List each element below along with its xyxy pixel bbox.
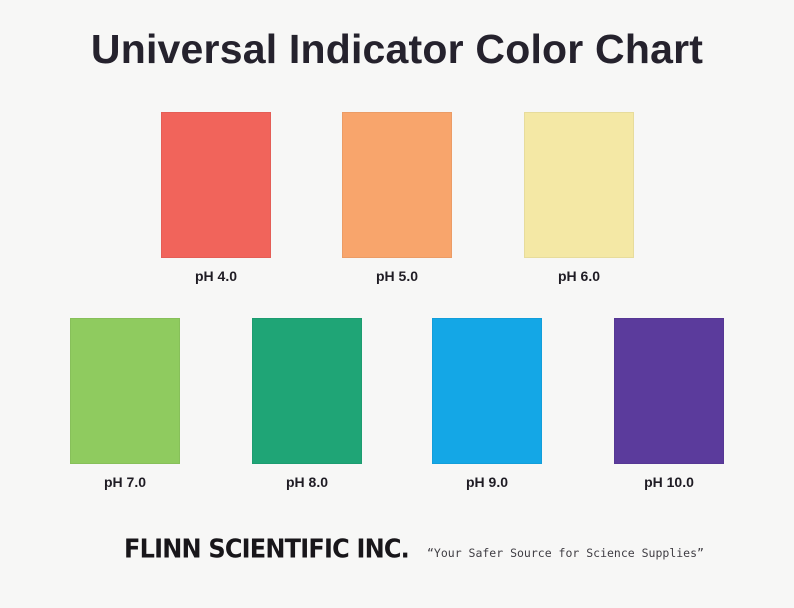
swatch-label-ph-8: pH 8.0 — [285, 474, 328, 490]
color-swatch-ph-5 — [342, 112, 452, 258]
page-title: Universal Indicator Color Chart — [90, 26, 704, 72]
color-swatch-ph-8 — [252, 318, 362, 464]
swatch-card-ph-7: pH 7.0 — [70, 318, 180, 490]
color-swatch-ph-7 — [70, 318, 180, 464]
swatch-label-ph-10: pH 10.0 — [644, 474, 694, 490]
swatch-card-ph-6: pH 6.0 — [524, 112, 634, 284]
color-swatch-ph-9 — [432, 318, 542, 464]
swatch-card-ph-4: pH 4.0 — [161, 112, 271, 284]
color-swatch-ph-10 — [614, 318, 724, 464]
swatch-card-ph-5: pH 5.0 — [342, 112, 452, 284]
swatch-label-ph-7: pH 7.0 — [103, 474, 146, 490]
swatch-label-ph-4: pH 4.0 — [194, 268, 237, 284]
swatch-label-ph-6: pH 6.0 — [557, 268, 600, 284]
color-swatch-ph-4 — [161, 112, 271, 258]
swatch-label-ph-5: pH 5.0 — [375, 268, 418, 284]
swatch-card-ph-8: pH 8.0 — [252, 318, 362, 490]
tagline: “Your Safer Source for Science Supplies” — [427, 546, 704, 560]
swatch-label-ph-9: pH 9.0 — [465, 474, 508, 490]
footer: FLINN SCIENTIFIC INC. “Your Safer Source… — [124, 532, 704, 566]
brand-logo: FLINN SCIENTIFIC INC. — [124, 533, 410, 565]
swatch-card-ph-9: pH 9.0 — [432, 318, 542, 490]
swatch-card-ph-10: pH 10.0 — [614, 318, 724, 490]
color-swatch-ph-6 — [524, 112, 634, 258]
